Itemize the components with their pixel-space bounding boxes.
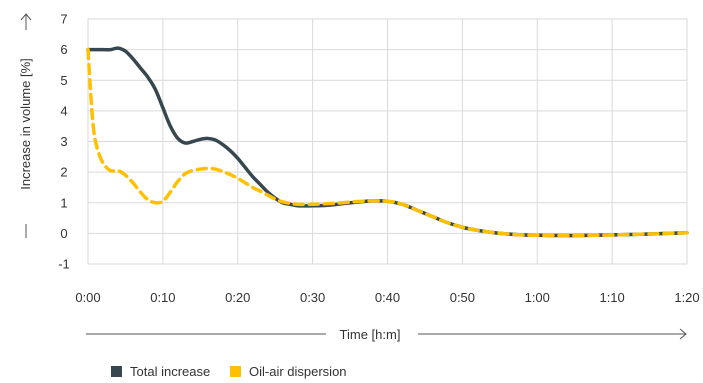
series-lines — [86, 46, 689, 238]
legend-swatch-oil-air-dispersion — [230, 366, 241, 377]
y-tick-label: 7 — [60, 12, 67, 27]
x-tick-label: 0:50 — [450, 290, 475, 305]
y-axis-arrow-head — [20, 13, 32, 21]
y-tick-label: 6 — [60, 42, 67, 57]
y-axis-title-group: Increase in volume [%] — [18, 13, 33, 238]
y-tick-label: 3 — [60, 134, 67, 149]
x-axis-arrow-head — [679, 328, 687, 340]
series-line-oil-air-dispersion — [86, 47, 689, 238]
y-tick-label: 0 — [60, 226, 67, 241]
x-tick-label: 1:00 — [525, 290, 550, 305]
x-tick-label: 0:40 — [375, 290, 400, 305]
grid-lines — [87, 18, 688, 265]
y-tick-label: -1 — [58, 257, 70, 272]
x-axis-label: Time [h:m] — [340, 327, 401, 342]
x-tick-label: 0:10 — [150, 290, 175, 305]
x-tick-label: 0:30 — [300, 290, 325, 305]
y-tick-label: 5 — [60, 73, 67, 88]
y-tick-label: 2 — [60, 165, 67, 180]
legend-label-total-increase: Total increase — [130, 364, 210, 379]
x-axis-title-group: Time [h:m] — [86, 327, 687, 342]
y-axis-label: Increase in volume [%] — [18, 58, 33, 190]
x-tick-label: 0:20 — [225, 290, 250, 305]
legend-label-oil-air-dispersion: Oil-air dispersion — [249, 364, 347, 379]
y-tick-label: 1 — [60, 195, 67, 210]
legend: Total increase Oil-air dispersion — [111, 364, 347, 379]
legend-swatch-total-increase — [111, 366, 122, 377]
x-tick-label: 1:20 — [674, 290, 699, 305]
y-tick-labels: -1 0 1 2 3 4 5 6 7 — [58, 12, 70, 272]
x-tick-labels: 0:00 0:10 0:20 0:30 0:40 0:50 1:00 1:10 1:20 — [75, 290, 699, 305]
y-tick-label: 4 — [60, 103, 67, 118]
x-tick-label: 1:10 — [599, 290, 624, 305]
x-tick-label: 0:00 — [75, 290, 100, 305]
